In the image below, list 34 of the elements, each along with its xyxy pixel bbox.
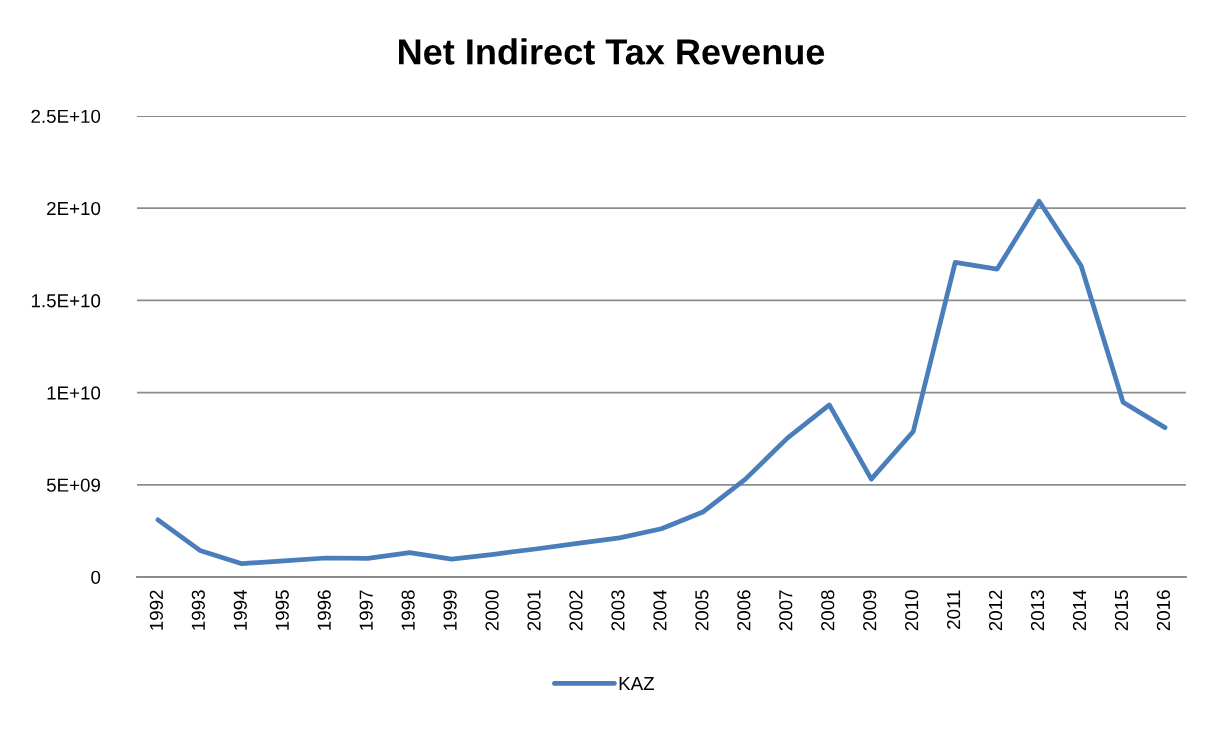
chart-title: Net Indirect Tax Revenue: [399, 38, 825, 65]
x-tick-label: 1998: [401, 590, 415, 630]
x-tick-label: 2009: [863, 590, 877, 631]
x-tick-label: 2008: [821, 590, 835, 631]
y-tick-label: 0: [91, 570, 101, 584]
y-tick-label: 1E+10: [47, 386, 101, 400]
x-tick-label: 2004: [653, 590, 667, 631]
y-tick-label: 2.5E+10: [31, 109, 101, 123]
x-tick-label: 2003: [611, 590, 625, 631]
y-tick-label: 1.5E+10: [31, 294, 101, 308]
x-tick-label: 2015: [1114, 590, 1129, 631]
x-tick-label: 1992: [149, 590, 164, 630]
x-tick-label: 2001: [527, 590, 541, 631]
x-tick-label: 2000: [485, 590, 499, 631]
y-tick-label: 5E+09: [46, 478, 100, 492]
x-tick-label: 2012: [988, 590, 1003, 631]
x-tick-label: 2006: [737, 590, 751, 631]
x-tick-label: 2005: [695, 590, 709, 631]
x-tick-label: 1994: [233, 590, 247, 630]
x-tick-label: 2016: [1156, 590, 1171, 631]
x-tick-label: 1993: [191, 590, 205, 630]
x-tick-label: 2007: [779, 590, 793, 631]
x-tick-label: 1997: [359, 590, 373, 630]
x-tick-label: 2014: [1072, 590, 1087, 631]
y-tick-label: 2E+10: [47, 201, 101, 216]
x-tick-label: 1995: [275, 590, 289, 630]
x-tick-label: 2011: [946, 590, 961, 629]
x-tick-label: 2013: [1030, 590, 1045, 631]
x-tick-label: 1999: [443, 590, 457, 630]
x-tick-label: 1996: [317, 590, 331, 630]
legend-label: KAZ: [619, 677, 655, 691]
x-tick-label: 2002: [569, 590, 583, 631]
x-tick-label: 2010: [905, 590, 919, 631]
line-series: [155, 198, 1168, 567]
